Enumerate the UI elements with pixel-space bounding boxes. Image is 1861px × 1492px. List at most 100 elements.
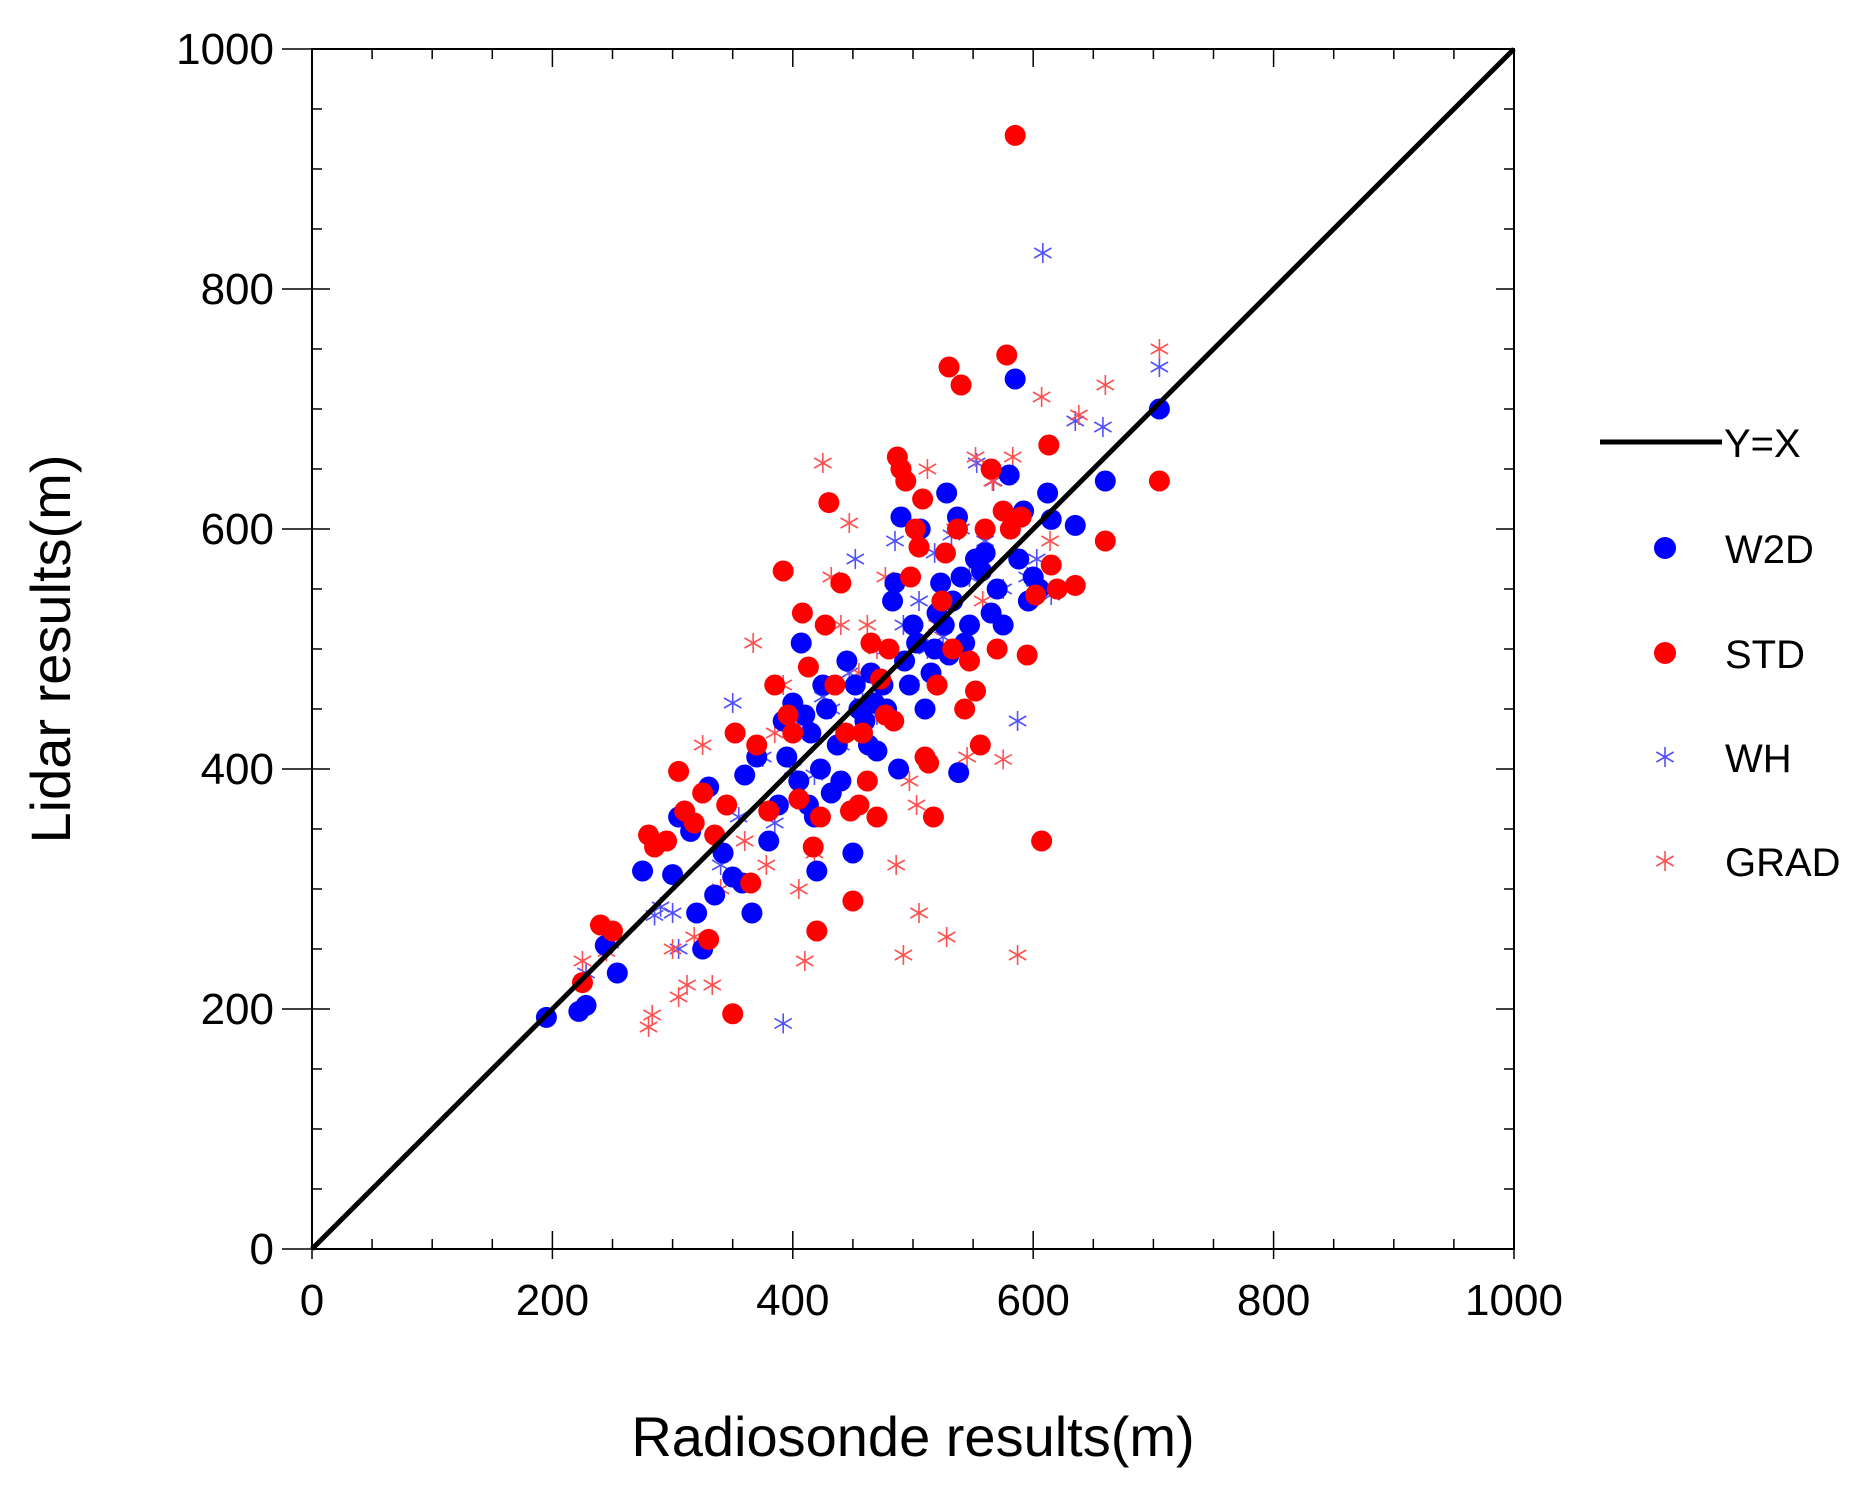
- point-w2d: [815, 698, 837, 720]
- legend-label: W2D: [1725, 528, 1814, 572]
- legend-marker-grad: [1655, 851, 1675, 871]
- point-wh: [1008, 711, 1027, 731]
- point-std: [866, 806, 888, 828]
- point-std: [934, 542, 956, 564]
- point-w2d: [1037, 482, 1059, 504]
- tick-labels: 0 200 400 600 800 1000 0 200 400 600 800 1000: [176, 25, 1563, 1325]
- point-grad: [693, 735, 712, 755]
- point-w2d: [606, 962, 628, 984]
- x-tick-label: 600: [996, 1276, 1069, 1325]
- point-std: [777, 704, 799, 726]
- point-std: [946, 518, 968, 540]
- point-grad: [1040, 531, 1060, 551]
- point-w2d: [809, 758, 831, 780]
- point-std: [1038, 434, 1060, 456]
- point-grad: [1032, 387, 1051, 407]
- point-grad: [840, 513, 859, 533]
- point-std: [996, 344, 1018, 366]
- point-w2d: [788, 770, 810, 792]
- point-grad: [909, 903, 929, 923]
- point-w2d: [836, 650, 858, 672]
- point-wh: [723, 693, 742, 713]
- point-w2d: [890, 506, 912, 528]
- legend-marker-std: [1654, 642, 1676, 664]
- point-w2d: [958, 614, 980, 636]
- point-w2d: [712, 842, 734, 864]
- point-grad: [813, 453, 832, 473]
- reference-line-y-equals-x: [310, 47, 1516, 1251]
- legend-label: WH: [1725, 737, 1792, 781]
- y-axis-label: Lidar results(m): [19, 455, 82, 844]
- point-std: [683, 812, 705, 834]
- point-w2d: [734, 764, 756, 786]
- point-w2d: [830, 770, 852, 792]
- point-std: [900, 566, 922, 588]
- point-grad: [966, 447, 985, 467]
- point-w2d: [914, 698, 936, 720]
- point-std: [1148, 470, 1170, 492]
- point-w2d: [790, 632, 812, 654]
- series-w2d: [535, 368, 1170, 1028]
- point-std: [852, 722, 874, 744]
- point-std: [860, 632, 882, 654]
- point-grad: [907, 795, 926, 815]
- point-std: [842, 890, 864, 912]
- point-w2d: [894, 650, 916, 672]
- point-std: [986, 638, 1008, 660]
- point-std: [912, 488, 934, 510]
- point-w2d: [902, 614, 924, 636]
- point-wh: [663, 903, 682, 923]
- point-std: [602, 920, 623, 942]
- point-w2d: [842, 842, 864, 864]
- point-std: [722, 1003, 744, 1025]
- point-std: [692, 782, 714, 804]
- point-grad: [1008, 945, 1027, 965]
- point-w2d: [686, 902, 708, 924]
- point-std: [806, 920, 828, 942]
- point-std: [788, 788, 810, 810]
- point-grad: [573, 951, 592, 971]
- point-std: [764, 674, 786, 696]
- point-w2d: [888, 758, 910, 780]
- point-std: [918, 752, 940, 774]
- point-std: [980, 458, 1002, 480]
- point-wh: [1033, 243, 1052, 263]
- point-grad: [639, 1017, 658, 1037]
- point-std: [942, 638, 964, 660]
- point-grad: [1003, 447, 1022, 467]
- point-grad: [795, 951, 814, 971]
- x-tick-label: 1000: [1465, 1276, 1563, 1325]
- point-w2d: [632, 860, 654, 882]
- point-std: [656, 830, 678, 852]
- point-w2d: [800, 722, 822, 744]
- point-w2d: [1004, 368, 1026, 390]
- point-std: [746, 734, 768, 756]
- point-wh: [1150, 357, 1169, 377]
- point-w2d: [758, 830, 780, 852]
- point-grad: [887, 855, 906, 875]
- point-std: [954, 698, 976, 720]
- point-w2d: [992, 614, 1014, 636]
- point-std: [835, 722, 857, 744]
- plot-frame: [311, 48, 1515, 1250]
- x-axis-label: Radiosonde results(m): [631, 1405, 1194, 1468]
- point-wh: [909, 591, 929, 611]
- point-w2d: [950, 566, 972, 588]
- point-grad: [757, 855, 776, 875]
- point-std: [818, 492, 840, 514]
- point-std: [830, 572, 852, 594]
- point-w2d: [1008, 548, 1030, 570]
- point-std: [716, 794, 738, 816]
- point-std: [802, 836, 824, 858]
- point-std: [1004, 124, 1026, 146]
- x-tick-label: 200: [516, 1276, 589, 1325]
- data-points: [535, 124, 1170, 1037]
- point-std: [758, 800, 780, 822]
- point-grad: [858, 615, 877, 635]
- point-wh: [1066, 411, 1085, 431]
- point-std: [782, 722, 804, 744]
- point-grad: [735, 831, 754, 851]
- point-std: [908, 536, 930, 558]
- point-w2d: [974, 542, 996, 564]
- legend-label: Y=X: [1724, 422, 1801, 466]
